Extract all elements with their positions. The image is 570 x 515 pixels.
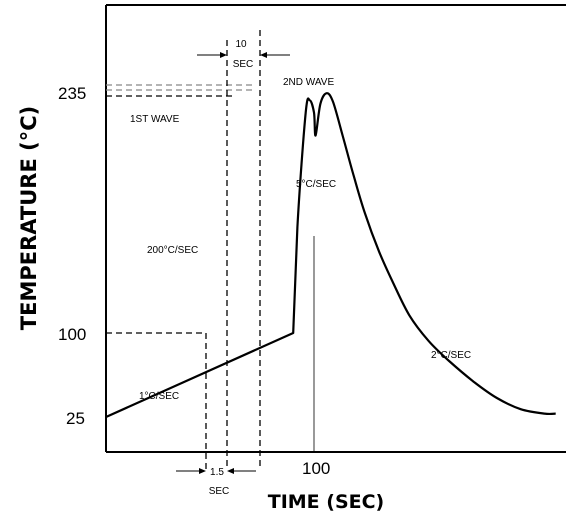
y-tick-label-25: 25 xyxy=(66,409,85,428)
y-tick-label-235: 235 xyxy=(58,84,86,103)
dim-10-arrowhead-left xyxy=(220,52,227,58)
y-tick-label-100: 100 xyxy=(58,325,86,344)
dim-15-arrowhead-right xyxy=(227,468,234,474)
dim-10-value: 10 xyxy=(235,39,247,50)
dim-15-unit: SEC xyxy=(209,486,230,497)
dim-10-unit: SEC xyxy=(233,59,254,70)
annotation-rate-200: 200°C/SEC xyxy=(147,245,198,256)
y-axis-title: TEMPERATURE (°C) xyxy=(17,106,41,330)
x-tick-label-100: 100 xyxy=(302,459,330,478)
annotation-rate-5: 5°C/SEC xyxy=(296,179,336,190)
dim-10-arrowhead-right xyxy=(260,52,267,58)
annotation-rate-1: 1°C/SEC xyxy=(139,391,179,402)
dim-15-value: 1.5 xyxy=(210,467,224,478)
annotation-rate-2: 2°C/SEC xyxy=(431,350,471,361)
x-axis-title: TIME (SEC) xyxy=(268,491,385,513)
annotation-second-wave: 2ND WAVE xyxy=(283,77,334,88)
annotation-first-wave: 1ST WAVE xyxy=(130,114,180,125)
dim-15-arrowhead-left xyxy=(199,468,206,474)
temperature-profile-line xyxy=(105,92,556,419)
